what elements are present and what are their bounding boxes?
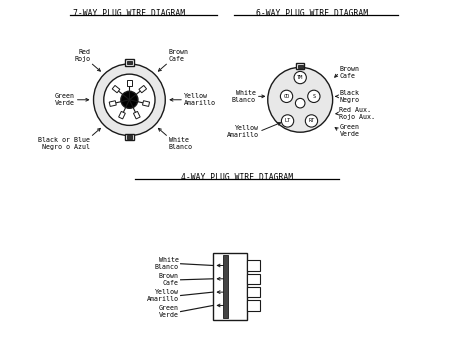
Circle shape [295, 98, 305, 108]
Text: S: S [312, 94, 315, 99]
Text: Green
Verde: Green Verde [55, 93, 75, 106]
Text: GD: GD [283, 94, 290, 99]
Circle shape [104, 74, 155, 126]
Text: Green
Verde: Green Verde [159, 305, 179, 318]
Text: LT: LT [284, 118, 291, 123]
Text: Black or Blue
Negro o Azul: Black or Blue Negro o Azul [38, 137, 90, 150]
Text: Brown
Cafe: Brown Cafe [159, 273, 179, 286]
Text: Red
Rojo: Red Rojo [74, 49, 90, 62]
Bar [127, 80, 132, 86]
Bar [143, 101, 150, 106]
Text: Brown
Cafe: Brown Cafe [169, 49, 189, 62]
Bar [109, 101, 116, 106]
Text: White
Blanco: White Blanco [232, 90, 256, 103]
Circle shape [282, 115, 294, 127]
Text: White
Blanco: White Blanco [169, 137, 192, 150]
Circle shape [93, 64, 165, 135]
Bar [125, 59, 134, 66]
Text: RT: RT [309, 118, 315, 123]
Text: 7-WAY PLUG WIRE DIAGRAM: 7-WAY PLUG WIRE DIAGRAM [73, 9, 185, 18]
Bar [134, 111, 140, 119]
Bar [213, 253, 247, 320]
Bar [139, 85, 146, 93]
Bar [127, 61, 132, 64]
Circle shape [305, 115, 318, 127]
Text: Yellow
Amarillo: Yellow Amarillo [184, 93, 216, 106]
Bar [223, 255, 228, 318]
Bar [118, 111, 125, 119]
Bar [247, 300, 260, 310]
Circle shape [121, 91, 138, 108]
Bar [247, 274, 260, 284]
Text: Red Aux.
Rojo Aux.: Red Aux. Rojo Aux. [339, 107, 375, 120]
Bar [247, 287, 260, 297]
Bar [125, 133, 134, 140]
Text: Yellow
Amarillo: Yellow Amarillo [147, 289, 179, 302]
Bar [112, 85, 120, 93]
Bar [247, 260, 260, 271]
Text: White
Blanco: White Blanco [155, 257, 179, 270]
Text: Black
Negro: Black Negro [339, 90, 359, 103]
Circle shape [268, 67, 333, 132]
Text: TM: TM [297, 75, 303, 80]
Bar [298, 65, 302, 68]
Bar [296, 63, 304, 69]
Circle shape [294, 71, 306, 84]
Text: Brown
Cafe: Brown Cafe [339, 66, 359, 79]
Text: 4-WAY PLUG WIRE DIAGRAM: 4-WAY PLUG WIRE DIAGRAM [181, 173, 293, 182]
Bar [127, 135, 132, 139]
Text: Green
Verde: Green Verde [339, 124, 359, 137]
Text: Yellow
Amarillo: Yellow Amarillo [227, 125, 259, 138]
Text: 6-WAY PLUG WIRE DIAGRAM: 6-WAY PLUG WIRE DIAGRAM [256, 9, 368, 18]
Circle shape [281, 90, 292, 103]
Circle shape [308, 90, 320, 103]
